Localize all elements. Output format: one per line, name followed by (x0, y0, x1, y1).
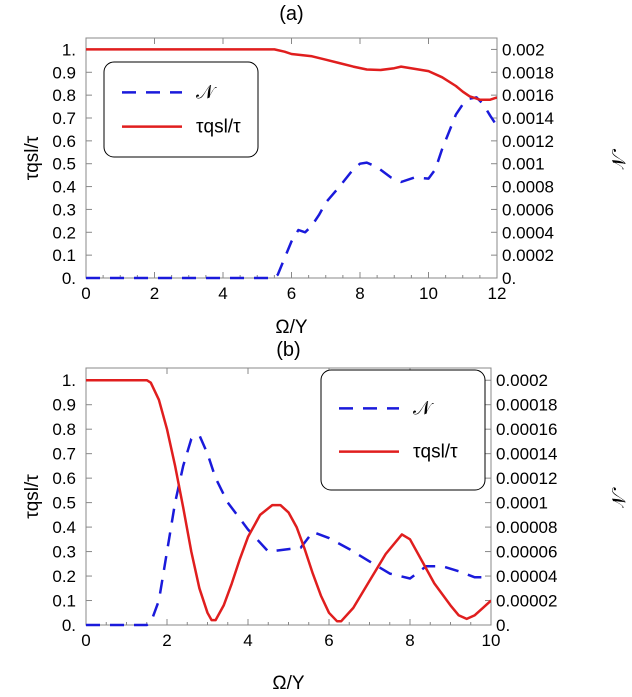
y-tick-label: 0. (62, 269, 76, 288)
series-line-N (86, 96, 497, 280)
y-tick-label: 0.3 (52, 543, 76, 562)
x-tick-label: 8 (355, 284, 364, 303)
series-line-N (86, 434, 491, 627)
y-tick-label: 0.7 (52, 445, 76, 464)
y-right-tick-label: 0.0018 (502, 63, 554, 82)
y-tick-label: 0.1 (52, 246, 76, 265)
y-right-tick-label: 0.00012 (496, 469, 557, 488)
legend-label: 𝒩 (196, 82, 217, 103)
y-tick-label: 0.5 (52, 155, 76, 174)
y-right-tick-label: 0. (502, 269, 516, 288)
y-right-tick-label: 0.0001 (496, 494, 548, 513)
y-tick-label: 0.4 (52, 518, 76, 537)
y-right-tick-label: 0.0002 (496, 371, 548, 390)
y-right-tick-label: 0.0006 (502, 200, 554, 219)
y-tick-label: 0.4 (52, 178, 76, 197)
legend-box (320, 369, 486, 491)
y-right-tick-label: 0.00016 (496, 420, 557, 439)
y-right-tick-label: 0. (496, 616, 510, 635)
x-tick-label: 0 (81, 284, 90, 303)
chart-panel-b: (b)0 2 4 6 8 100.0.10.20.30.40.50.60.70.80.91… (22, 339, 628, 694)
y-tick-label: 0.6 (52, 132, 76, 151)
y-right-tick-label: 0.00008 (496, 518, 557, 537)
y-right-tick-label: 0.0002 (502, 246, 554, 265)
x-tick-label: 8 (405, 631, 414, 650)
y-tick-label: 0.2 (52, 223, 76, 242)
y-right-tick-label: 0.0008 (502, 178, 554, 197)
y-tick-label: 1. (62, 371, 76, 390)
x-tick-label: 4 (218, 284, 227, 303)
y-tick-label: 0.1 (52, 592, 76, 611)
x-axis-label: Ω/Υ (275, 317, 307, 338)
y-right-tick-label: 0.00018 (496, 396, 557, 415)
chart-title: (a) (279, 3, 303, 25)
chart-title: (b) (276, 339, 300, 361)
legend-box (103, 61, 259, 158)
y-right-tick-label: 0.0014 (502, 109, 554, 128)
x-tick-label: 4 (243, 631, 252, 650)
y-right-tick-label: 0.00006 (496, 543, 557, 562)
y-tick-label: 1. (62, 40, 76, 59)
legend-label: 𝒩 (413, 398, 434, 419)
y-tick-label: 0.9 (52, 396, 76, 415)
y-right-tick-label: 0.0004 (502, 223, 554, 242)
x-tick-label: 6 (324, 631, 333, 650)
y-tick-label: 0.6 (52, 469, 76, 488)
series-line-tau-ratio (86, 48, 497, 101)
y-tick-label: 0.8 (52, 420, 76, 439)
legend-label: τqsl/τ (196, 117, 241, 138)
y-axis-label: τqsl/τ (22, 474, 43, 519)
x-tick-label: 10 (482, 631, 501, 650)
x-tick-label: 6 (287, 284, 296, 303)
x-tick-label: 0 (81, 631, 90, 650)
y-right-tick-label: 0.00004 (496, 567, 557, 586)
y-right-axis-label: 𝒩 (607, 487, 628, 508)
y-right-tick-label: 0.0016 (502, 86, 554, 105)
x-tick-label: 10 (419, 284, 438, 303)
series-line-tau-ratio (86, 378, 491, 623)
y-right-axis-label: 𝒩 (607, 149, 628, 170)
y-tick-label: 0. (62, 616, 76, 635)
x-tick-label: 2 (150, 284, 159, 303)
y-right-tick-label: 0.00002 (496, 592, 557, 611)
chart-panel-a: (a)0 2 4 6 8 10 120.0.10.20.30.40.50.60.70.80.… (22, 3, 628, 338)
y-right-tick-label: 0.00014 (496, 445, 557, 464)
x-axis-label: Ω/Υ (272, 673, 304, 694)
y-tick-label: 0.3 (52, 200, 76, 219)
y-right-tick-label: 0.001 (502, 155, 545, 174)
y-axis-label: τqsl/τ (22, 135, 43, 180)
y-tick-label: 0.2 (52, 567, 76, 586)
x-tick-label: 2 (162, 631, 171, 650)
y-right-tick-label: 0.0012 (502, 132, 554, 151)
x-tick-label: 12 (488, 284, 507, 303)
legend-label: τqsl/τ (413, 442, 458, 463)
y-right-tick-label: 0.002 (502, 40, 545, 59)
y-tick-label: 0.8 (52, 86, 76, 105)
y-tick-label: 0.5 (52, 494, 76, 513)
y-tick-label: 0.9 (52, 63, 76, 82)
y-tick-label: 0.7 (52, 109, 76, 128)
